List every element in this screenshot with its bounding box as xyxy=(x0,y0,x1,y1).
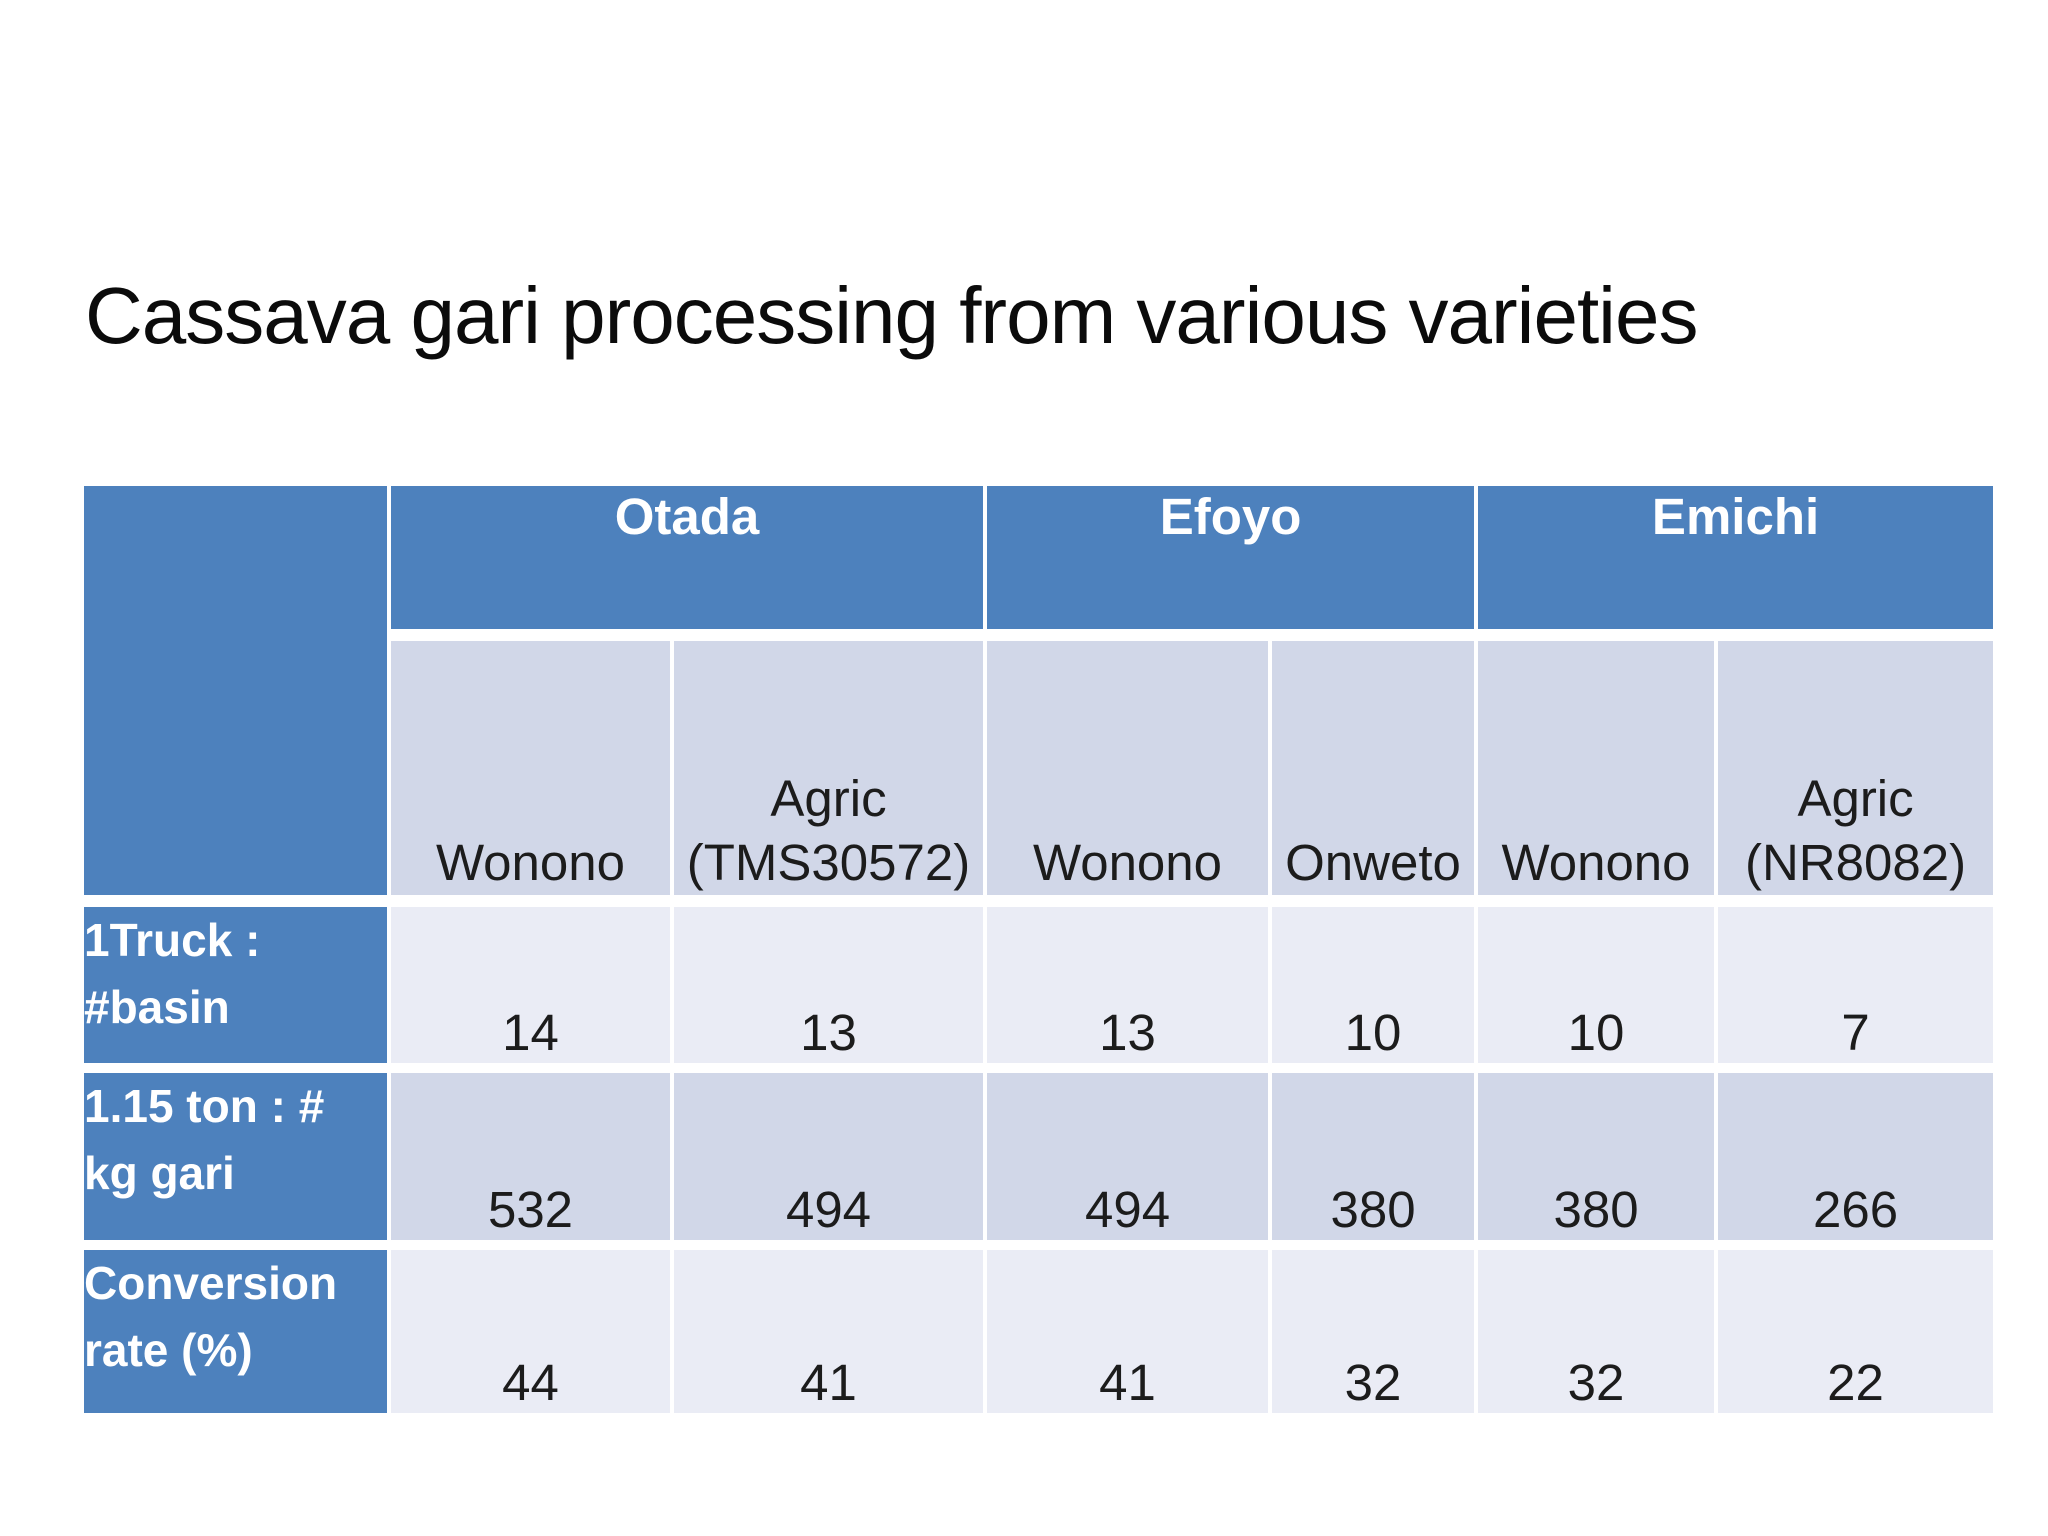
group-header-efoyo: Efoyo xyxy=(987,486,1479,641)
data-cell: 41 xyxy=(987,1250,1273,1413)
data-cell: 22 xyxy=(1718,1250,1994,1413)
sub-header-wonono-2: Wonono xyxy=(987,641,1273,907)
data-cell: 32 xyxy=(1478,1250,1719,1413)
data-cell: 7 xyxy=(1718,907,1994,1073)
data-cell: 14 xyxy=(391,907,674,1073)
cassava-processing-table: Otada Efoyo Emichi Wonono Agric (TMS3057… xyxy=(84,486,1994,1413)
sub-header-agric-tms30572: Agric (TMS30572) xyxy=(674,641,988,907)
data-cell: 13 xyxy=(987,907,1273,1073)
data-cell: 41 xyxy=(674,1250,988,1413)
data-cell: 380 xyxy=(1478,1073,1719,1250)
group-header-emichi: Emichi xyxy=(1478,486,1994,641)
table-row-truck-basin: 1Truck : #basin 14 13 13 10 10 7 xyxy=(84,907,1994,1073)
table-row-conversion-rate: Conversion rate (%) 44 41 41 32 32 22 xyxy=(84,1250,1994,1413)
data-cell: 10 xyxy=(1272,907,1479,1073)
group-header-otada: Otada xyxy=(391,486,988,641)
table-row-kg-gari: 1.15 ton : # kg gari 532 494 494 380 380… xyxy=(84,1073,1994,1250)
slide-title: Cassava gari processing from various var… xyxy=(85,271,1698,360)
row-label-kg-gari: 1.15 ton : # kg gari xyxy=(84,1073,391,1250)
data-cell: 32 xyxy=(1272,1250,1479,1413)
data-cell: 10 xyxy=(1478,907,1719,1073)
data-cell: 380 xyxy=(1272,1073,1479,1250)
sub-header-wonono-1: Wonono xyxy=(391,641,674,907)
sub-header-agric-nr8082: Agric (NR8082) xyxy=(1718,641,1994,907)
row-label-conversion-rate: Conversion rate (%) xyxy=(84,1250,391,1413)
sub-header-onweto: Onweto xyxy=(1272,641,1479,907)
group-header-row: Otada Efoyo Emichi xyxy=(84,486,1994,907)
data-cell: 13 xyxy=(674,907,988,1073)
corner-cell xyxy=(84,486,391,907)
sub-header-wonono-3: Wonono xyxy=(1478,641,1719,907)
row-label-truck-basin: 1Truck : #basin xyxy=(84,907,391,1073)
variety-header-row: Wonono Agric (TMS30572) Wonono Onweto Wo… xyxy=(84,641,1994,907)
data-cell: 532 xyxy=(391,1073,674,1250)
data-cell: 266 xyxy=(1718,1073,1994,1250)
data-cell: 494 xyxy=(987,1073,1273,1250)
data-cell: 494 xyxy=(674,1073,988,1250)
data-cell: 44 xyxy=(391,1250,674,1413)
